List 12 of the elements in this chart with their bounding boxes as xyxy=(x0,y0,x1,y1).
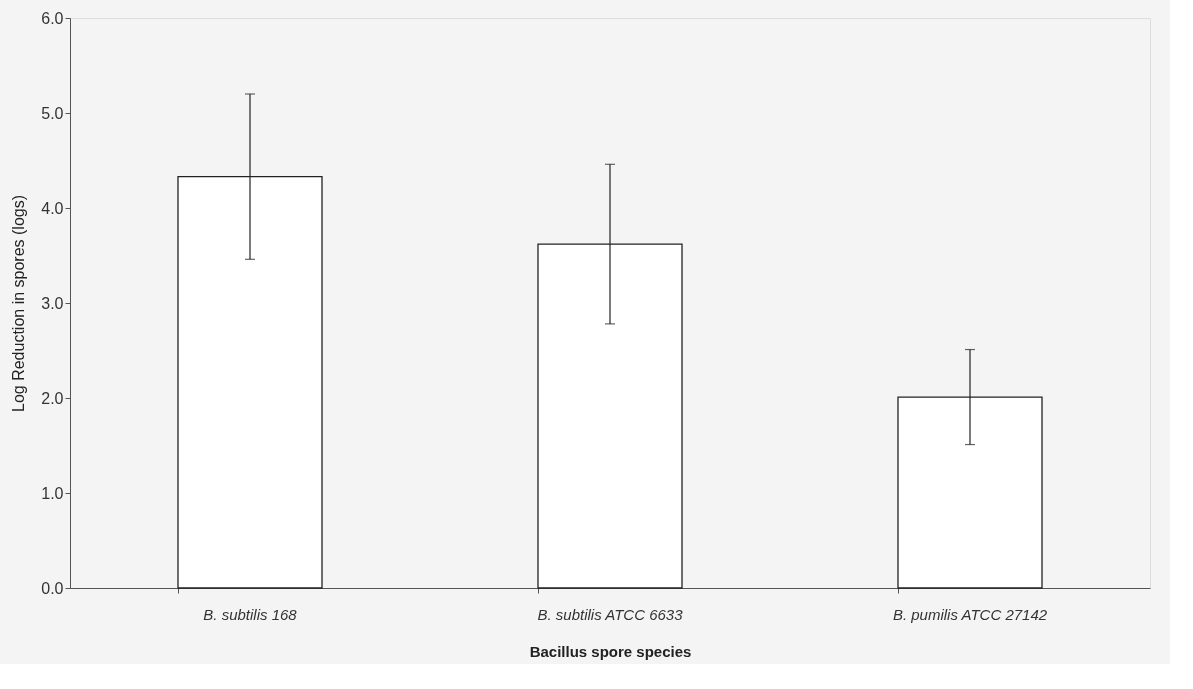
y-tick-label: 3.0 xyxy=(41,294,64,312)
x-tick-label: B. subtilis 168 xyxy=(203,605,298,623)
y-tick-label: 5.0 xyxy=(41,104,64,122)
y-tick-label: 2.0 xyxy=(41,389,64,407)
x-axis-title: Bacillus spore species xyxy=(529,642,692,660)
y-tick-label: 0.0 xyxy=(41,579,64,597)
y-axis-title: Log Reduction in spores (logs) xyxy=(10,194,28,413)
y-tick-label: 1.0 xyxy=(41,484,64,502)
y-tick-label: 6.0 xyxy=(41,9,64,27)
x-tick-label: B. subtilis ATCC 6633 xyxy=(537,605,684,623)
x-tick-label: B. pumilis ATCC 27142 xyxy=(892,605,1048,623)
y-tick-label: 4.0 xyxy=(41,199,64,217)
